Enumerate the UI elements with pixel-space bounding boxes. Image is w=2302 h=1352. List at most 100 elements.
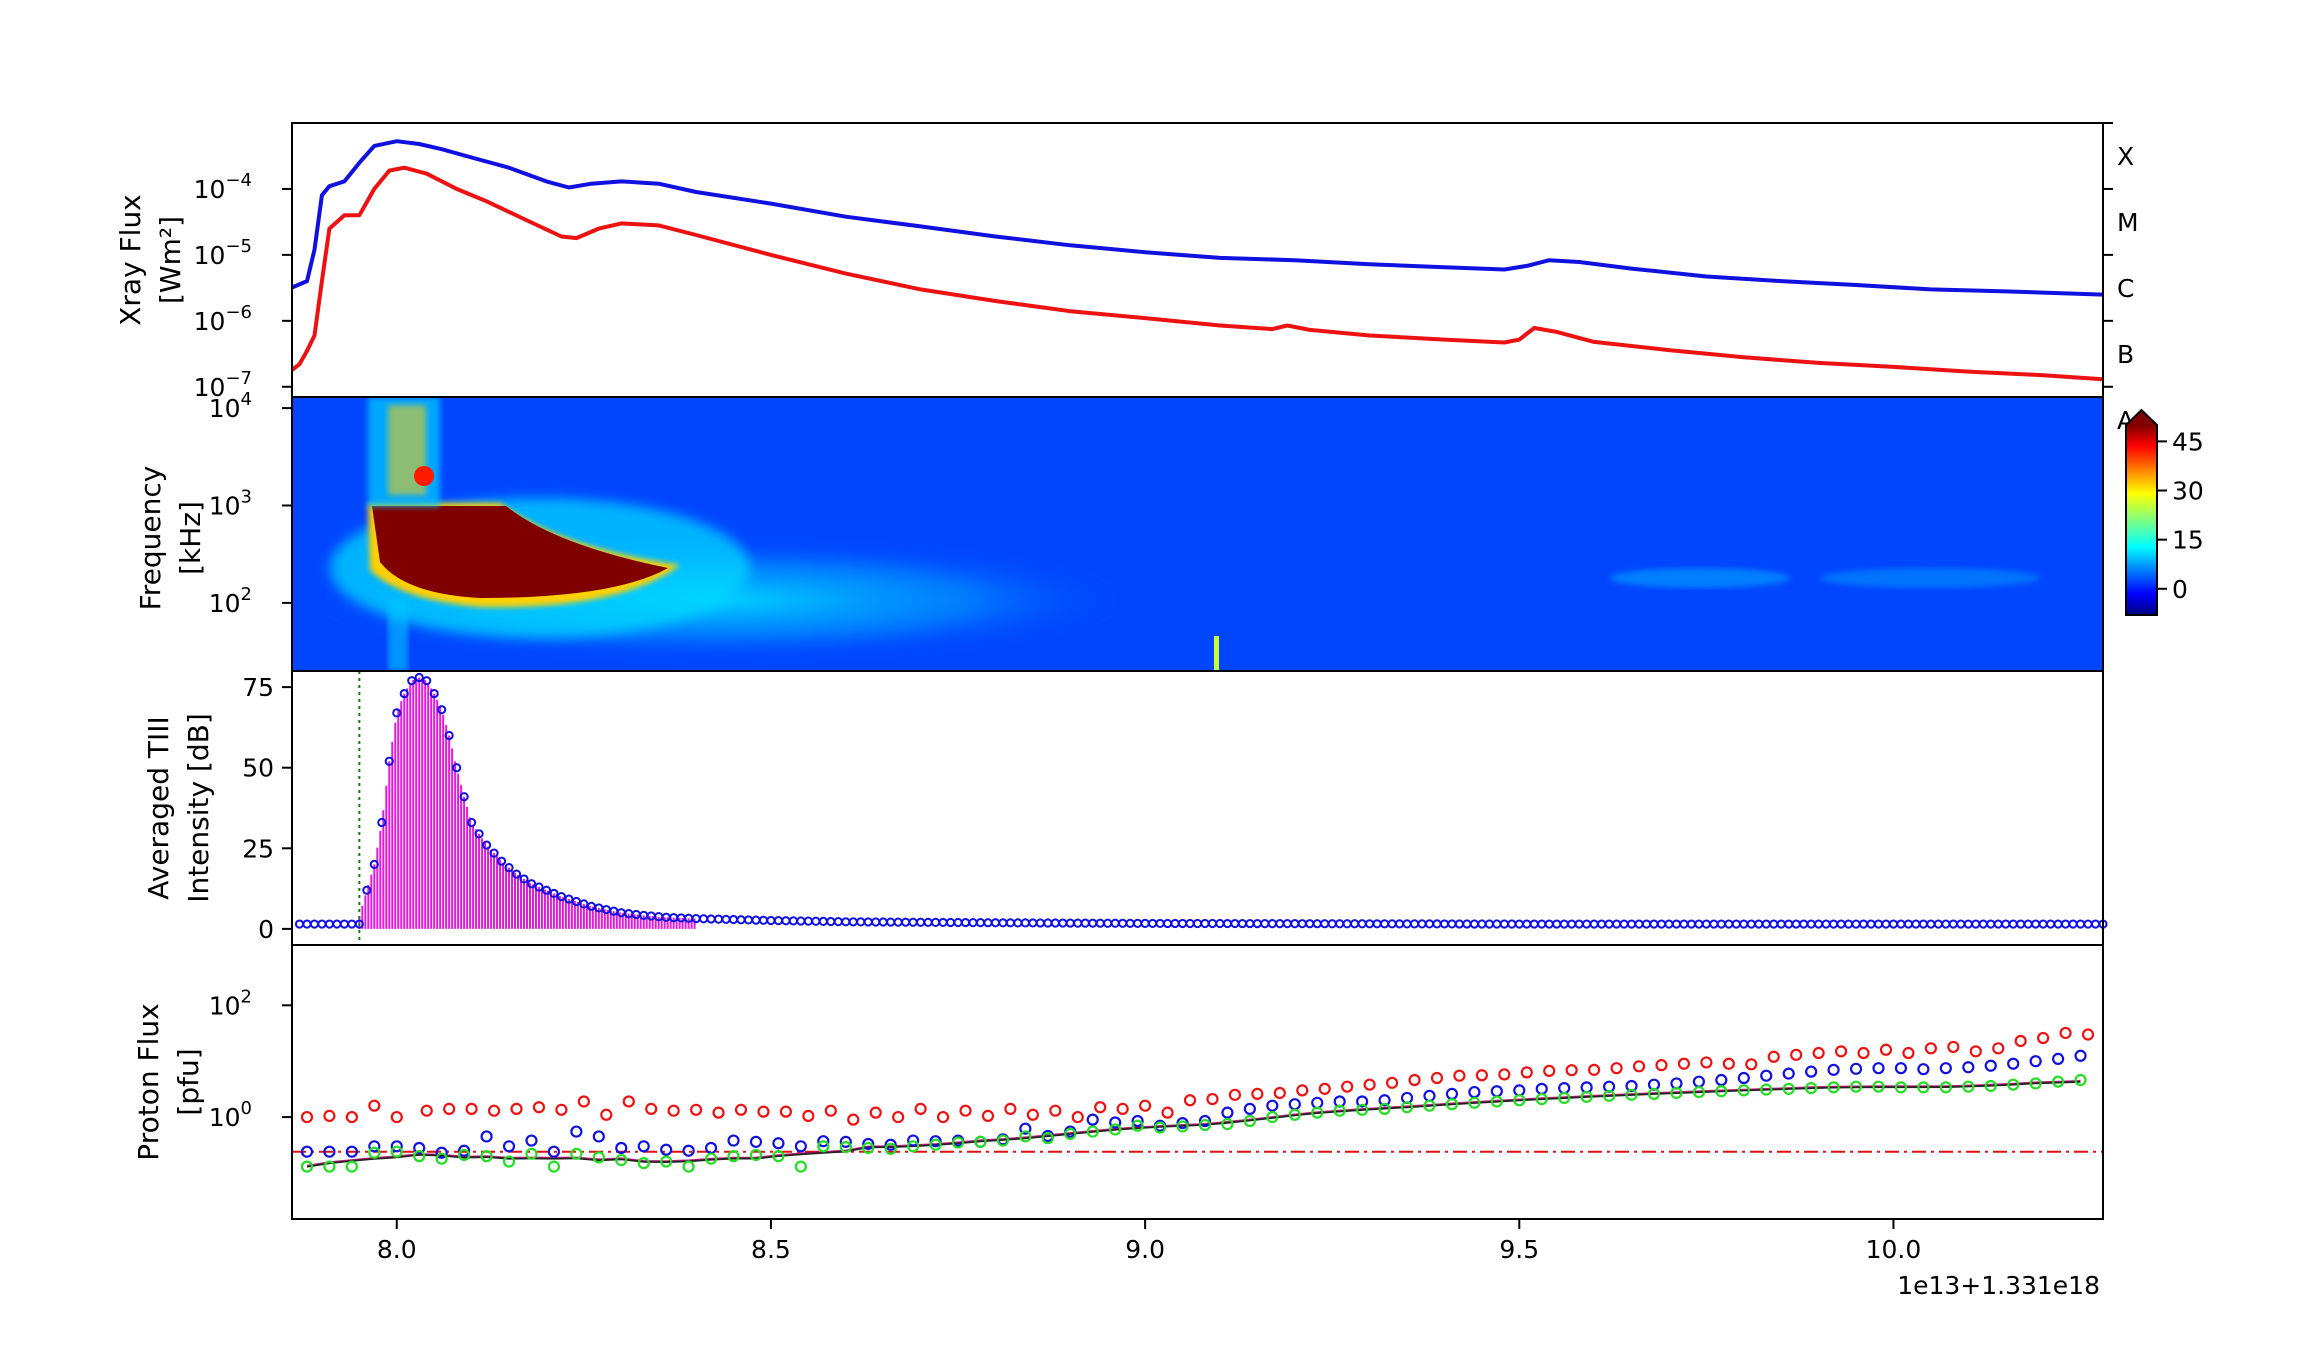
proton-point [1064, 1127, 1077, 1140]
proton-point [704, 1152, 718, 1165]
tiii-marker [968, 918, 978, 928]
proton-point [1984, 1079, 1997, 1093]
proton-point [1183, 1094, 1197, 1107]
tiii-marker [1963, 919, 1973, 929]
tiii-marker [354, 919, 364, 929]
proton-point [996, 1134, 1010, 1147]
tiii-marker [713, 914, 724, 924]
tiii-marker [766, 915, 776, 926]
proton-point [1311, 1106, 1324, 1119]
tiii-marker [1814, 919, 1824, 929]
tiii-marker [1417, 919, 1427, 929]
tiii-y-ticks: 0 25 50 75 [242, 673, 292, 944]
proton-point [951, 1136, 965, 1149]
tiii-marker [983, 918, 993, 928]
proton-point [1041, 1132, 1054, 1145]
proton-point [592, 1130, 605, 1143]
proton-point [1647, 1087, 1661, 1100]
proton-point [1498, 1068, 1511, 1081]
proton-point [1879, 1043, 1893, 1056]
proton-point [1139, 1099, 1152, 1112]
proton-point [1266, 1099, 1279, 1112]
proton-point [712, 1106, 725, 1119]
tiii-marker [437, 705, 447, 715]
proton-point [839, 1135, 852, 1148]
proton-ytick-label: 102 [209, 986, 252, 1020]
proton-point [704, 1141, 718, 1155]
proton-point [637, 1157, 650, 1170]
tiii-ytick-label: 75 [242, 673, 274, 702]
proton-point [1939, 1081, 1952, 1094]
tiii-marker [2008, 919, 2018, 929]
proton-point [1580, 1090, 1593, 1103]
proton-frame [291, 944, 2104, 1220]
tiii-marker [1784, 919, 1794, 929]
tiii-marker [1888, 919, 1899, 929]
tiii-marker [706, 914, 716, 924]
proton-point [1872, 1062, 1885, 1075]
proton-point [1565, 1064, 1578, 1077]
proton-point [1408, 1073, 1421, 1087]
proton-point [1692, 1075, 1705, 1088]
tiii-marker [721, 914, 731, 924]
tiii-marker [496, 856, 507, 866]
proton-point [502, 1140, 516, 1153]
spectrogram-ytick-spacer [252, 408, 253, 409]
spectrogram-ytick-label: 104 [209, 389, 252, 423]
proton-point [1894, 1062, 1908, 1075]
proton-point [1423, 1099, 1436, 1112]
proton-point [345, 1145, 358, 1158]
tiii-marker [1080, 918, 1090, 928]
proton-point [547, 1160, 561, 1173]
tiii-marker [2053, 919, 2063, 929]
tiii-marker [773, 916, 784, 926]
proton-point [1004, 1102, 1017, 1116]
tiii-marker [1177, 918, 1188, 929]
proton-point [1992, 1042, 2005, 1055]
spike-feature [1214, 636, 1219, 671]
proton-point [1490, 1085, 1503, 1098]
tiii-marker [601, 904, 611, 915]
tiii-marker [1851, 919, 1861, 929]
proton-point [487, 1104, 501, 1117]
tiii-marker [1185, 918, 1195, 929]
proton-point [1939, 1062, 1952, 1075]
proton-point [1071, 1110, 1084, 1124]
tiii-marker [1252, 918, 1262, 929]
proton-point [645, 1102, 658, 1116]
proton-point [525, 1147, 538, 1160]
tiii-marker [893, 917, 903, 927]
tiii-marker [751, 915, 761, 925]
proton-point [734, 1103, 748, 1116]
spectrogram-y-ticks: 102 103 104 [209, 389, 292, 618]
tiii-marker [2083, 919, 2093, 929]
tiii-ytick-label: 25 [242, 834, 274, 863]
proton-point [1109, 1116, 1122, 1129]
tiii-marker [743, 915, 754, 925]
tiii-marker [1507, 919, 1517, 929]
tiii-marker [728, 914, 739, 925]
proton-point [1385, 1076, 1399, 1089]
tiii-marker [1679, 919, 1689, 929]
proton-point [1558, 1081, 1571, 1095]
proton-point [1243, 1114, 1256, 1128]
tiii-marker [1245, 918, 1255, 929]
proton-point [1700, 1056, 1713, 1069]
proton-point [1782, 1067, 1795, 1080]
proton-point [1917, 1063, 1930, 1076]
tiii-marker [1372, 919, 1382, 929]
tiii-marker [407, 676, 417, 686]
proton-point [1535, 1092, 1548, 1106]
proton-point [435, 1152, 448, 1165]
tiii-marker [1664, 919, 1674, 929]
proton-point [1475, 1069, 1488, 1082]
proton-point [300, 1110, 314, 1124]
tiii-marker [504, 863, 514, 873]
proton-point [749, 1148, 763, 1162]
tiii-marker [1095, 918, 1105, 928]
proton-point [1311, 1096, 1324, 1109]
proton-point [1153, 1121, 1167, 1134]
proton-point [1356, 1103, 1369, 1116]
proton-point [323, 1160, 336, 1173]
proton-point [839, 1141, 852, 1154]
